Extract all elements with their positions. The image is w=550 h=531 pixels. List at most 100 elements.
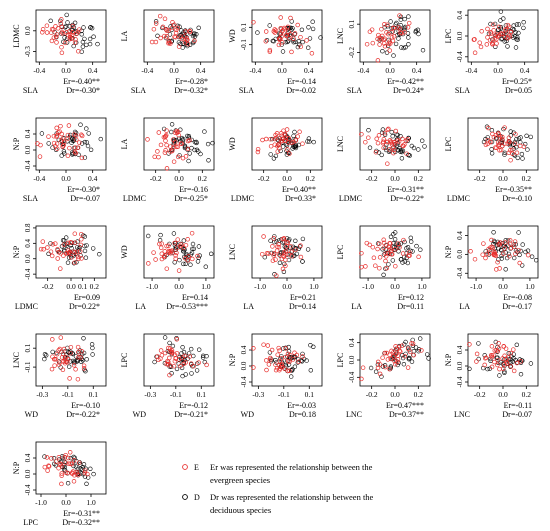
evergreen-point — [191, 363, 196, 369]
deciduous-point — [392, 237, 398, 242]
deciduous-point — [88, 466, 93, 471]
deciduous-point — [420, 47, 426, 53]
evergreen-point — [68, 350, 73, 356]
y-axis-label: LPC — [444, 29, 453, 44]
evergreen-point — [76, 460, 82, 465]
evergreen-point — [153, 257, 158, 262]
evergreen-point — [70, 23, 75, 29]
evergreen-point — [169, 25, 175, 31]
evergreen-point — [175, 144, 181, 150]
deciduous-point — [408, 235, 413, 241]
y-tick-label: 0.0 — [24, 254, 32, 263]
legend-description-line: Dr was represented the relationship betw… — [210, 492, 374, 502]
deciduous-point — [288, 245, 293, 250]
deciduous-point — [272, 239, 277, 245]
deciduous-point — [194, 31, 199, 37]
x-tick-label: 0.0 — [169, 66, 179, 75]
deciduous-point — [300, 259, 305, 264]
y-axis-label: WD — [228, 137, 237, 151]
evergreen-point — [70, 469, 76, 474]
evergreen-point — [391, 150, 396, 156]
y-tick-label: 0.4 — [456, 10, 464, 19]
deciduous-point — [420, 138, 425, 143]
deciduous-point — [79, 359, 84, 364]
evergreen-point — [81, 366, 87, 371]
x-tick-label: -0.4 — [249, 66, 261, 75]
evergreen-point — [196, 360, 201, 365]
legend-marker-icon — [182, 464, 188, 470]
evergreen-point — [508, 157, 513, 163]
evergreen-point — [395, 359, 400, 365]
deciduous-point — [186, 351, 192, 356]
evergreen-point — [57, 346, 63, 352]
evergreen-point — [151, 250, 156, 255]
evergreen-point — [185, 237, 190, 242]
evergreen-point — [385, 251, 391, 256]
deciduous-point — [68, 349, 73, 354]
deciduous-point — [202, 359, 208, 365]
deciduous-point — [286, 349, 292, 354]
x-tick-label: 0.0 — [61, 498, 71, 507]
deciduous-point — [306, 25, 311, 30]
x-axis-label: LDMC — [231, 194, 254, 203]
evergreen-point — [74, 31, 79, 37]
deciduous-point — [171, 23, 176, 28]
deciduous-point — [56, 137, 61, 143]
deciduous-point — [305, 247, 311, 252]
scatter-panel-5: -0.4 0.0 0.4 -0.4 0.0 0.4 LPC Er=0.25*Dr=0.05 SL… — [444, 9, 539, 95]
dr-correlation-label: Dr=-0.32* — [174, 86, 208, 95]
dr-correlation-label: Dr=-0.21* — [174, 410, 208, 419]
deciduous-point — [525, 147, 530, 152]
evergreen-point — [404, 151, 409, 156]
evergreen-point — [283, 354, 288, 360]
evergreen-point — [54, 32, 60, 37]
evergreen-point — [393, 344, 398, 349]
deciduous-point — [273, 358, 278, 363]
deciduous-point — [98, 136, 104, 142]
evergreen-point — [54, 459, 59, 464]
evergreen-point — [58, 251, 63, 256]
evergreen-point — [397, 245, 402, 250]
x-tick-label: -1.0 — [470, 282, 482, 291]
evergreen-point — [152, 154, 157, 160]
evergreen-point — [263, 136, 269, 142]
x-axis-label: LA — [459, 302, 470, 311]
x-axis-label: SLA — [347, 86, 362, 95]
y-axis-label: LA — [120, 30, 129, 41]
deciduous-point — [67, 24, 73, 29]
x-tick-label: 0.0 — [282, 174, 292, 183]
deciduous-point — [167, 340, 172, 346]
evergreen-point — [282, 26, 288, 32]
deciduous-point — [187, 42, 193, 47]
evergreen-point — [162, 16, 168, 22]
evergreen-point — [381, 245, 387, 251]
evergreen-point — [265, 343, 271, 348]
evergreen-point — [510, 151, 515, 157]
deciduous-point — [69, 246, 74, 251]
evergreen-point — [481, 241, 486, 246]
evergreen-point — [282, 131, 288, 137]
dr-correlation-label: Dr=-0.10 — [502, 194, 532, 203]
deciduous-point — [83, 255, 89, 260]
evergreen-point — [297, 129, 302, 135]
evergreen-point — [508, 29, 514, 35]
y-tick-label: 0.4 — [456, 345, 464, 354]
evergreen-point — [71, 479, 77, 484]
evergreen-point — [159, 241, 164, 246]
evergreen-point — [285, 24, 291, 30]
deciduous-point — [194, 140, 199, 146]
evergreen-point — [291, 36, 296, 42]
legend-description-line: evergreen species — [210, 475, 270, 485]
x-tick-label: 0.0 — [390, 174, 400, 183]
evergreen-point — [70, 30, 75, 35]
deciduous-point — [513, 248, 519, 253]
evergreen-point — [71, 458, 77, 463]
evergreen-point — [158, 245, 164, 251]
deciduous-point — [493, 339, 498, 345]
deciduous-point — [310, 26, 316, 32]
deciduous-point — [425, 352, 430, 357]
plot-frame — [143, 9, 215, 63]
evergreen-point — [284, 127, 290, 132]
